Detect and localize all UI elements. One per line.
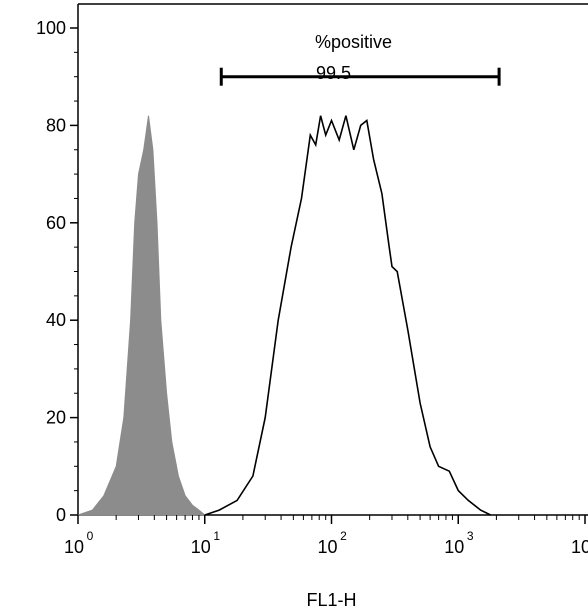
histogram-control-filled: [77, 115, 207, 516]
x-tick-base: 10: [317, 537, 337, 557]
x-tick-exponent: 1: [213, 529, 220, 543]
x-tick-label: 103: [444, 529, 474, 557]
y-tick-label: 0: [56, 505, 66, 525]
histogram-sample-outline: [204, 115, 491, 516]
x-tick-exponent: 2: [340, 529, 347, 543]
x-tick-label: 101: [191, 529, 221, 557]
y-tick-label: 20: [46, 408, 66, 428]
x-tick-label: 104: [571, 537, 588, 557]
x-tick-base: 10: [444, 537, 464, 557]
y-tick-label: 60: [46, 213, 66, 233]
x-tick-base: 10: [64, 537, 84, 557]
x-tick-exponent: 0: [87, 529, 94, 543]
x-tick-exponent: 3: [467, 529, 474, 543]
x-tick-label: 102: [317, 529, 347, 557]
x-tick-label: 100: [64, 529, 94, 557]
y-tick-label: 100: [36, 18, 66, 38]
gate-label: %positive: [315, 32, 392, 52]
y-tick-label: 40: [46, 310, 66, 330]
y-tick-label: 80: [46, 115, 66, 135]
x-axis-label: FL1-H: [306, 590, 356, 610]
x-tick-base: 10: [191, 537, 211, 557]
gate-value: 99.5: [316, 63, 351, 83]
x-tick-base: 10: [571, 537, 588, 557]
